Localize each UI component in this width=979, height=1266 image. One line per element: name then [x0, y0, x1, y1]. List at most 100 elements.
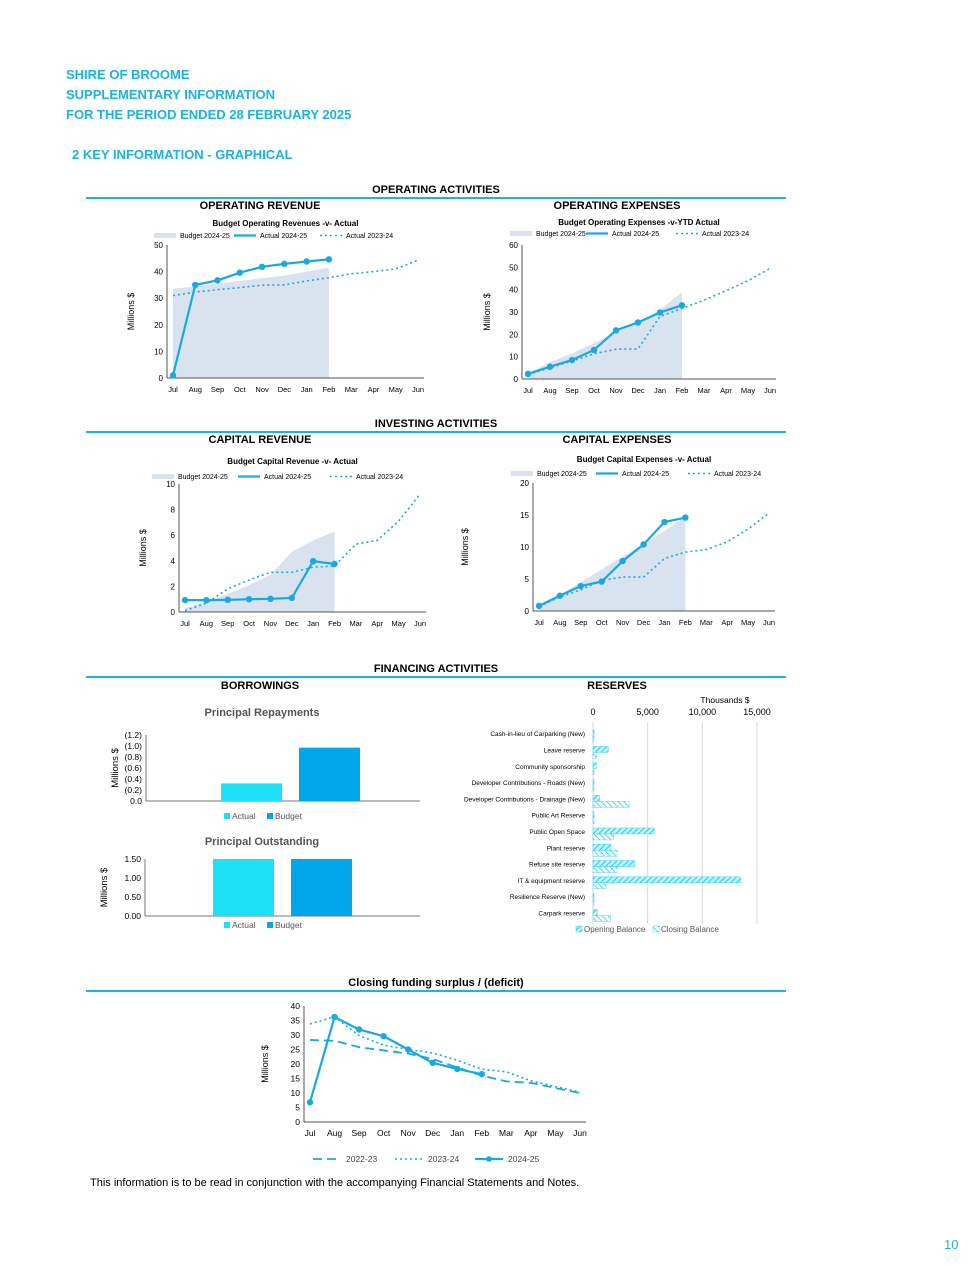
- series-budget-2024-25-area: [528, 292, 682, 379]
- x-tick-label: May: [741, 618, 755, 627]
- y-tick-label: 5: [295, 1103, 300, 1113]
- legend-closing-balance-label: Closing Balance: [661, 925, 719, 934]
- x-tick-label: Mar: [499, 1128, 514, 1138]
- x-tick-label: Apr: [721, 618, 733, 627]
- x-tick-label: Jun: [763, 618, 775, 627]
- y-tick-label: 10: [291, 1088, 301, 1098]
- x-tick-label: Aug: [553, 618, 566, 627]
- investing-divider: [86, 431, 786, 433]
- report-period: FOR THE PERIOD ENDED 28 FEBRUARY 2025: [66, 107, 352, 122]
- series-2024-25-point: [306, 1099, 314, 1106]
- chart-title: Principal Outstanding: [205, 836, 319, 848]
- series-actual-2024-25-point: [678, 302, 686, 309]
- operating-expenses-chart: Budget Operating Expenses -v-YTD Actual B…: [482, 218, 776, 395]
- y-tick-label: 8: [171, 506, 176, 515]
- series-2023-24-line: [309, 1015, 581, 1093]
- series-actual-2024-25-point: [661, 518, 668, 526]
- legend-budget-swatch: [267, 922, 273, 928]
- series-actual-2024-25-line: [527, 304, 683, 375]
- x-tick-label: Mar: [698, 386, 711, 395]
- chart-title: Principal Repayments: [205, 707, 320, 719]
- x-tick-label: Sep: [574, 618, 587, 627]
- operating-revenue-chart: Budget Operating Revenues -v- Actual Budg…: [126, 219, 424, 394]
- operating-expenses-title: OPERATING EXPENSES: [553, 200, 681, 212]
- x-tick-label: Jul: [180, 619, 190, 628]
- operating-divider: [86, 197, 786, 199]
- x-tick-label: Dec: [631, 386, 645, 395]
- bar-closing-balance: [592, 784, 595, 792]
- y-tick-label: (0.6): [125, 763, 143, 773]
- category-label: Developer Contributions - Drainage (New): [464, 796, 585, 803]
- capital-expenses-title: CAPITAL EXPENSES: [562, 434, 672, 446]
- closing-surplus-chart: 0 5 10 15 20 25 30 35 40 Jul Aug Sep Oct Nov Dec Jan Feb…: [260, 1001, 587, 1164]
- org-name: SHIRE OF BROOME: [66, 67, 190, 82]
- bar-closing-balance: [592, 752, 597, 759]
- series-2024-25-line: [308, 1015, 483, 1103]
- x-tick-label: Mar: [700, 618, 713, 627]
- y-tick-label: 0: [514, 375, 519, 384]
- financing-divider: [86, 676, 786, 678]
- x-tick-label: Jul: [534, 618, 544, 627]
- series-actual-2024-25-point: [288, 594, 296, 602]
- bar-opening-balance: [592, 778, 595, 786]
- legend-budget-swatch: [267, 813, 273, 819]
- y-axis-label: Millions $: [99, 867, 110, 907]
- y-tick-label: 15: [520, 511, 529, 520]
- x-tick-label: Dec: [425, 1128, 441, 1138]
- x-tick-label: Aug: [543, 386, 556, 395]
- bar-closing-balance: [592, 915, 611, 922]
- y-tick-label: 20: [520, 479, 529, 488]
- legend-budget-label: Budget: [275, 811, 303, 821]
- bar-closing-balance: [592, 850, 618, 857]
- reserves-title: RESERVES: [587, 680, 647, 692]
- y-tick-label: 1.00: [124, 873, 141, 883]
- y-tick-label: 20: [154, 321, 163, 330]
- y-tick-label: 0.00: [124, 911, 141, 921]
- x-tick-label: Nov: [616, 618, 630, 627]
- chart-title: Budget Capital Revenue -v- Actual: [227, 457, 357, 466]
- x-tick-label: Jan: [450, 1128, 464, 1138]
- x-tick-label: Aug: [200, 619, 213, 628]
- x-tick-label: Oct: [243, 619, 256, 628]
- y-axis-label: Millions $: [260, 1045, 270, 1083]
- x-tick-label: Oct: [377, 1128, 391, 1138]
- section-heading: 2 KEY INFORMATION - GRAPHICAL: [72, 147, 293, 162]
- series-actual-2023-24-line: [172, 259, 419, 297]
- x-tick-label: Oct: [588, 386, 601, 395]
- legend-actual-2024-25-label: Actual 2024-25: [264, 474, 311, 481]
- series-actual-2024-25-point: [303, 258, 310, 265]
- category-label: Developer Contributions - Roads (New): [472, 780, 585, 787]
- x-tick-label: Dec: [285, 619, 299, 628]
- x-tick-label: Jan: [654, 386, 666, 395]
- series-2024-25-point: [478, 1070, 486, 1078]
- series-actual-2024-25-point: [224, 596, 231, 604]
- series-actual-2024-25-point: [640, 541, 647, 548]
- y-tick-label: 40: [509, 286, 518, 295]
- bar-opening-balance: [592, 795, 600, 802]
- legend-budget-2024-25-swatch: [510, 231, 532, 236]
- x-tick-label: Nov: [609, 386, 623, 395]
- series-actual-2024-25-line: [171, 258, 330, 376]
- y-tick-label: 40: [154, 268, 163, 277]
- y-tick-label: 0: [159, 374, 164, 383]
- capital-expenses-chart: Budget Capital Expenses -v- Actual Budget…: [460, 455, 775, 627]
- chart-title: Budget Capital Expenses -v- Actual: [577, 455, 711, 464]
- reserves-chart: Thousands $ 0 5,000 10,000 15,000 Cash-in-lie…: [464, 695, 771, 934]
- category-label: Refuse site reserve: [529, 862, 585, 869]
- x-tick-label: Nov: [255, 385, 269, 394]
- x-tick-label: Sep: [211, 385, 224, 394]
- y-tick-label: (0.8): [125, 752, 143, 762]
- legend-actual-2024-25-label: Actual 2024-25: [622, 471, 669, 478]
- x-tick-label: Oct: [596, 618, 609, 627]
- x-tick-label: Jun: [764, 386, 776, 395]
- operating-revenue-title: OPERATING REVENUE: [199, 200, 321, 212]
- category-label: Public Art Reserve: [532, 813, 586, 820]
- series-budget-2024-25-area: [173, 267, 329, 378]
- series-actual-2024-25-point: [192, 281, 199, 289]
- series-actual-2024-25-point: [169, 372, 177, 379]
- bar-opening-balance: [592, 729, 595, 737]
- x-tick-label: Nov: [264, 619, 278, 628]
- category-label: Cash-in-lieu of Carparking (New): [490, 731, 585, 738]
- x-tick-label: Apr: [524, 1128, 537, 1138]
- y-tick-label: 30: [154, 294, 163, 303]
